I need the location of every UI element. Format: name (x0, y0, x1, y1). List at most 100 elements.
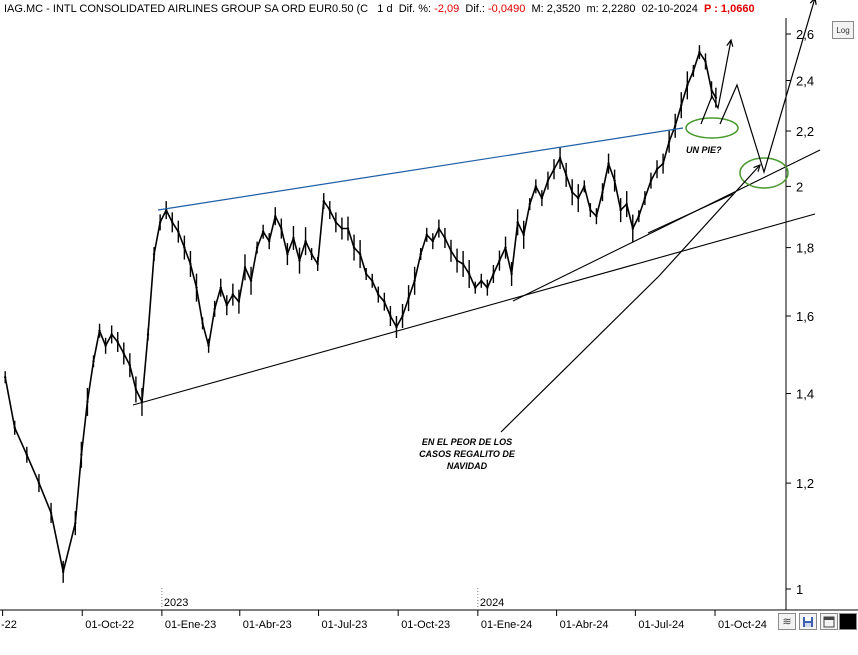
data-point (255, 246, 259, 249)
dif-label: Dif.: (465, 3, 485, 15)
projection-arrow-lower-head (809, 0, 817, 6)
data-point (104, 344, 107, 347)
data-point (516, 221, 519, 224)
data-point (461, 262, 465, 266)
zoom-icon: ≋ (782, 616, 792, 628)
data-point (201, 322, 204, 325)
data-point (480, 279, 483, 282)
data-point (613, 179, 616, 182)
data-point (358, 252, 362, 256)
data-point (134, 388, 138, 391)
data-point (714, 96, 718, 99)
min-label: m: (586, 3, 599, 15)
data-point (122, 352, 125, 355)
data-point (128, 364, 132, 367)
data-point (195, 286, 198, 289)
data-point (673, 124, 677, 127)
data-point (383, 300, 386, 303)
data-point (661, 162, 665, 165)
y-tick-label: 2,2 (796, 124, 814, 139)
data-point (183, 246, 186, 249)
data-point (583, 185, 586, 188)
annotation-navidad: EN EL PEOR DE LOS CASOS REGALITO DE NAVIDA… (419, 437, 516, 471)
data-point (249, 279, 253, 282)
data-point (710, 89, 713, 92)
data-point (577, 196, 580, 200)
data-point (413, 279, 416, 282)
price-line (4, 51, 717, 573)
data-point (268, 239, 271, 243)
save-icon (803, 616, 813, 627)
x-tick-label: 01-Ene-24 (481, 619, 532, 631)
data-point (146, 333, 150, 336)
data-point (304, 239, 307, 243)
data-point (377, 293, 380, 296)
upper-trendline (157, 127, 684, 211)
data-point (504, 246, 507, 249)
y-tick-label: 1,4 (796, 387, 814, 402)
year-label: 2023 (164, 597, 188, 609)
data-point (443, 236, 447, 240)
min-value: 2,2280 (601, 3, 636, 15)
data-point (98, 329, 101, 332)
data-point (401, 314, 404, 318)
log-scale-button[interactable]: Log (832, 21, 854, 39)
data-point (207, 344, 210, 347)
data-point (340, 227, 344, 230)
x-tick-label: 01-Oct-23 (401, 619, 450, 631)
data-point (364, 272, 368, 276)
y-tick-label: 2,6 (796, 27, 814, 42)
data-point (334, 221, 338, 224)
data-point (292, 236, 295, 240)
data-point (631, 227, 634, 230)
max-value: 2,3520 (546, 3, 581, 15)
y-tick-label: 2 (796, 179, 803, 194)
data-point (437, 227, 441, 230)
data-point (171, 221, 174, 224)
data-point (328, 208, 332, 212)
x-tick-label: 01-Ene-23 (165, 619, 216, 631)
data-point (225, 304, 228, 307)
data-point (431, 239, 435, 243)
window-icon (823, 616, 835, 627)
window-button[interactable] (820, 613, 838, 630)
data-point (37, 481, 41, 485)
data-point (589, 208, 592, 212)
color-button[interactable] (839, 613, 857, 630)
y-tick-label: 1,6 (796, 309, 814, 324)
data-point (510, 272, 513, 276)
data-point (607, 162, 610, 165)
data-point (213, 307, 216, 310)
dif-pct-label: Dif. %: (398, 3, 432, 15)
data-point (558, 156, 562, 160)
symbol-label: IAG.MC - INTL CONSOLIDATED AIRLINES GROU… (4, 3, 369, 15)
data-point (655, 168, 659, 171)
data-point (601, 191, 604, 194)
data-point (667, 140, 671, 143)
data-point (534, 185, 538, 188)
zoom-button[interactable]: ≋ (778, 613, 796, 630)
data-point (61, 570, 65, 574)
data-point (540, 196, 544, 200)
lower-trendline (132, 213, 816, 406)
data-point (274, 214, 277, 218)
data-point (231, 293, 235, 296)
y-tick-label: 2,4 (796, 73, 814, 88)
data-point (419, 252, 422, 256)
data-point (346, 227, 350, 230)
data-point (13, 426, 16, 429)
projection-arrow-upper-head (726, 38, 734, 47)
data-point (3, 376, 7, 379)
data-point (92, 360, 95, 363)
data-point (49, 511, 53, 515)
data-point (498, 259, 501, 262)
p-label: P : (704, 3, 718, 15)
data-point (86, 400, 89, 404)
data-point (619, 208, 622, 212)
save-button[interactable] (799, 613, 817, 630)
short-trendline (647, 193, 734, 234)
target-ellipse-upper (685, 117, 739, 139)
data-point (189, 262, 192, 266)
data-point (322, 199, 325, 203)
